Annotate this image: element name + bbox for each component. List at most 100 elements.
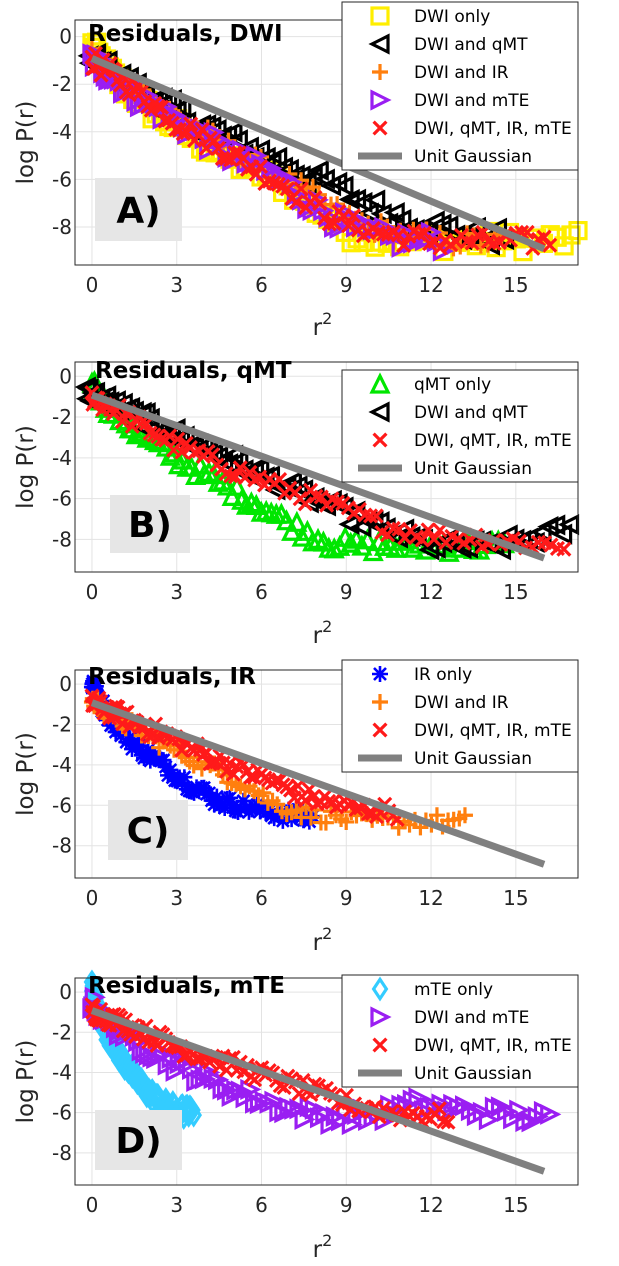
panel-label-box [95, 1110, 182, 1170]
data-point [396, 237, 412, 254]
legend-marker [368, 401, 390, 423]
legend-marker [371, 976, 389, 1002]
x-tick-label: 0 [86, 1193, 99, 1217]
data-point [286, 510, 308, 532]
data-point [274, 812, 291, 829]
data-point [420, 522, 436, 538]
data-point [261, 173, 277, 189]
data-point [432, 240, 448, 256]
data-point [232, 460, 248, 476]
data-point [235, 792, 252, 809]
data-point [176, 769, 193, 786]
legend-box [341, 974, 579, 1088]
x-tick-label: 0 [86, 273, 99, 297]
legend-marker [370, 6, 390, 26]
legend-label: mTE only [414, 980, 493, 1000]
data-point [168, 121, 184, 137]
data-point [131, 737, 148, 754]
x-tick-label: 12 [418, 580, 443, 604]
x-tick-label: 9 [340, 886, 353, 910]
data-point [551, 523, 573, 545]
data-point [227, 145, 243, 161]
x-tick-label: 9 [340, 273, 353, 297]
data-point [198, 460, 220, 482]
y-tick-label: 0 [59, 25, 72, 49]
legend-label: Unit Gaussian [414, 749, 532, 769]
panel-label: D) [115, 1121, 161, 1162]
data-point [414, 532, 430, 548]
data-point [294, 1108, 316, 1131]
data-point [360, 806, 376, 822]
data-point [402, 536, 425, 558]
y-tick-label: -6 [52, 1101, 72, 1125]
data-point [536, 229, 552, 245]
y-tick-label: -4 [52, 753, 72, 777]
data-point [437, 215, 459, 237]
panel-label: C) [127, 811, 170, 852]
legend: DWI only DWI and qMT DWI and IR DWI and mTE… [341, 1, 579, 171]
data-point [282, 782, 299, 798]
data-point [288, 194, 304, 210]
chart-4: 0 3 6 9 12 15 0 -2 -4 -6 -8 r2 log P(r) Residuals, mT… [13, 969, 579, 1263]
data-point [245, 1092, 267, 1114]
legend-label: DWI and mTE [414, 1008, 529, 1028]
panel-label-box [108, 800, 188, 860]
legend-label: DWI and IR [414, 693, 509, 713]
y-tick-label: -6 [52, 487, 72, 511]
unit-gaussian-line [90, 391, 546, 562]
data-point [221, 484, 243, 506]
data-point [391, 521, 407, 537]
data-point [296, 519, 318, 541]
data-point [174, 444, 190, 460]
y-tick-label: -6 [52, 167, 72, 191]
data-point [162, 428, 178, 444]
data-point [368, 508, 384, 524]
data-point [186, 784, 203, 801]
y-tick-label: -8 [52, 215, 72, 239]
data-point [326, 215, 342, 231]
panel-label: A) [116, 191, 160, 232]
data-point [279, 181, 295, 197]
data-point [159, 767, 176, 784]
legend-label: DWI, qMT, IR, mTE [414, 431, 572, 451]
chart-title: Residuals, DWI [88, 21, 283, 47]
data-point [183, 116, 199, 132]
legend-box [341, 659, 579, 773]
legend-marker [372, 120, 388, 136]
legend-label: qMT only [414, 375, 491, 395]
data-point [291, 525, 313, 547]
data-point [242, 464, 258, 480]
chart-title: Residuals, IR [88, 664, 256, 690]
data-point [140, 741, 157, 758]
legend-label: DWI, qMT, IR, mTE [414, 119, 572, 139]
panel-label-box [110, 495, 190, 553]
chart-title: Residuals, qMT [95, 358, 292, 384]
x-tick-label: 12 [418, 273, 443, 297]
data-point [218, 150, 235, 167]
data-point [184, 1097, 201, 1123]
data-point [323, 537, 345, 559]
chart-3: 0 3 6 9 12 15 0 -2 -4 -6 -8 r2 log P(r) Residuals, IR… [13, 659, 579, 956]
x-tick-label: 12 [418, 1193, 443, 1217]
legend-label: Unit Gaussian [414, 147, 532, 167]
data-point [293, 181, 309, 197]
legend-label: DWI and IR [414, 63, 509, 83]
x-tick-label: 6 [255, 273, 268, 297]
y-tick-label: -8 [52, 834, 72, 858]
y-tick-label: -6 [52, 793, 72, 817]
data-point [85, 673, 102, 690]
data-point [170, 431, 186, 447]
x-tick-label: 3 [170, 886, 183, 910]
legend-label: DWI only [414, 7, 490, 27]
data-point [340, 531, 362, 553]
y-tick-label: 0 [59, 672, 72, 696]
y-tick-label: -2 [52, 713, 72, 737]
legend: qMT only DWI and qMT DWI, qMT, IR, mTE Unit… [341, 369, 579, 483]
chart-1: 0 3 6 9 12 15 0 -2 -4 -6 -8 r2 log P(r) Residuals, DW… [13, 1, 588, 341]
data-point [426, 531, 442, 547]
legend-marker [370, 1006, 392, 1028]
y-tick-label: -8 [52, 1141, 72, 1165]
x-tick-label: 6 [255, 1193, 268, 1217]
data-point [304, 1098, 326, 1120]
